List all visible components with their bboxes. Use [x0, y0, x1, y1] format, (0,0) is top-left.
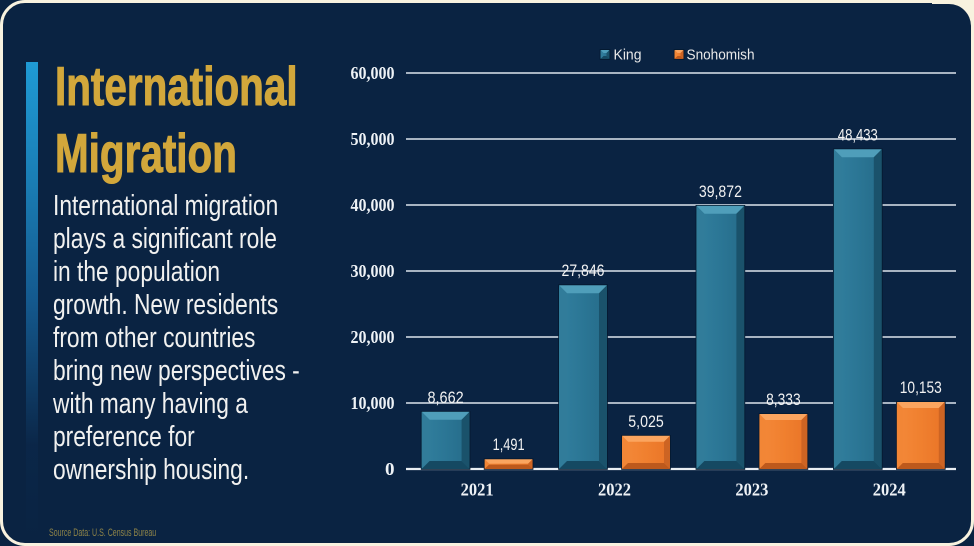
svg-text:2021: 2021: [461, 480, 494, 500]
svg-text:2022: 2022: [598, 480, 631, 500]
svg-text:39,872: 39,872: [699, 183, 742, 201]
svg-text:2024: 2024: [873, 480, 906, 500]
svg-text:5,025: 5,025: [628, 413, 664, 431]
svg-text:10,000: 10,000: [351, 393, 395, 413]
svg-text:20,000: 20,000: [351, 327, 395, 347]
svg-text:Snohomish: Snohomish: [687, 47, 755, 63]
svg-text:60,000: 60,000: [351, 63, 395, 83]
svg-text:50,000: 50,000: [351, 129, 395, 149]
svg-text:8,662: 8,662: [428, 389, 464, 407]
svg-text:30,000: 30,000: [351, 261, 395, 281]
svg-text:2023: 2023: [735, 480, 768, 500]
svg-text:10,153: 10,153: [900, 379, 942, 397]
svg-text:8,333: 8,333: [766, 391, 801, 409]
svg-text:40,000: 40,000: [351, 195, 395, 215]
svg-text:27,846: 27,846: [562, 262, 605, 280]
svg-text:1,491: 1,491: [493, 436, 525, 454]
svg-text:King: King: [614, 47, 642, 63]
svg-text:0: 0: [385, 459, 395, 479]
svg-text:48,433: 48,433: [838, 126, 878, 144]
